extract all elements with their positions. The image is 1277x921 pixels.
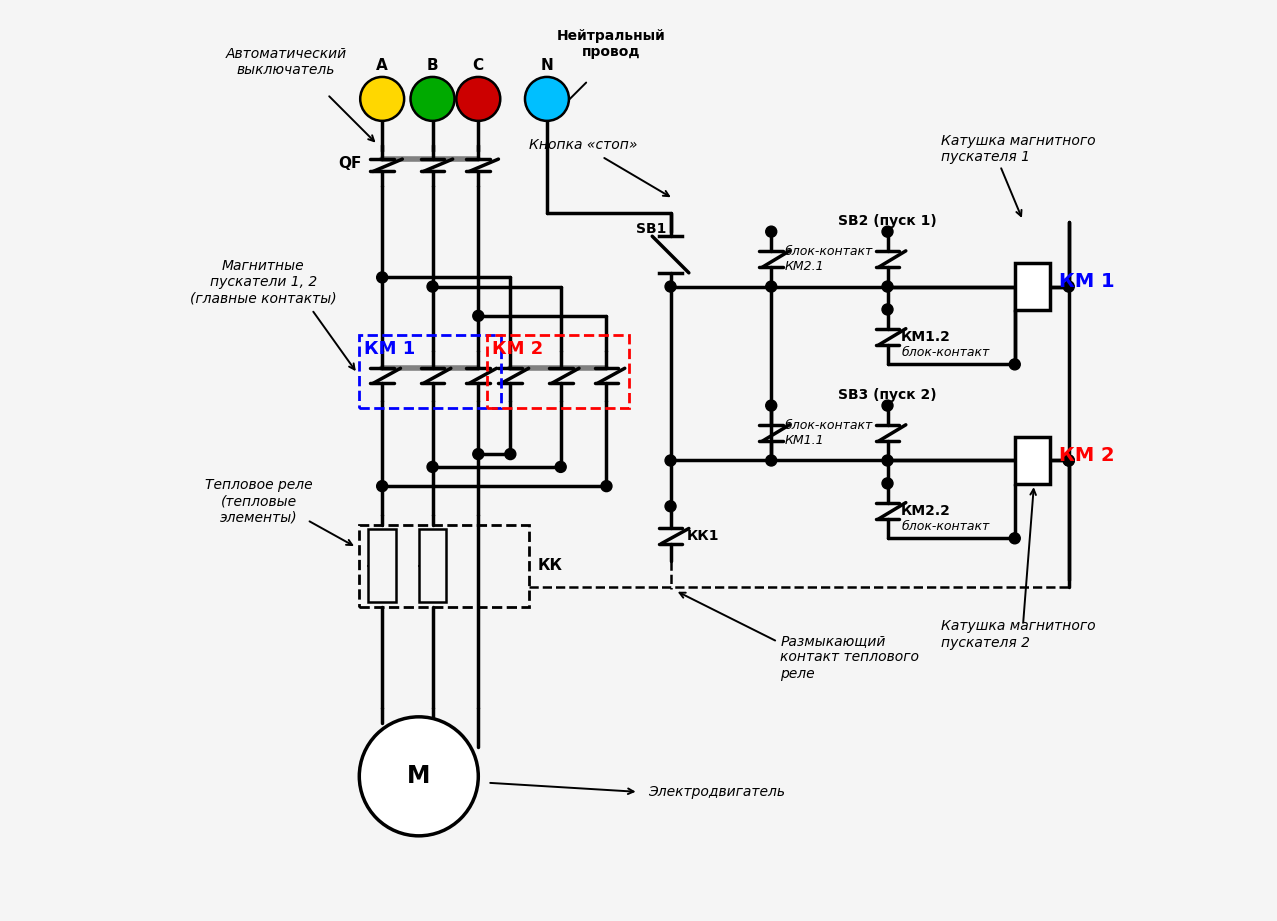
Circle shape [360, 77, 404, 121]
Text: КМ 1: КМ 1 [1059, 273, 1115, 291]
Circle shape [504, 449, 516, 460]
Text: A: A [377, 58, 388, 74]
Text: Магнитные
пускатели 1, 2
(главные контакты): Магнитные пускатели 1, 2 (главные контак… [190, 259, 336, 305]
Circle shape [882, 455, 893, 466]
Bar [1015, 262, 1050, 310]
Circle shape [377, 481, 388, 492]
Text: КК: КК [538, 558, 563, 573]
Text: QF: QF [338, 157, 363, 171]
Text: B: B [427, 58, 438, 74]
Circle shape [1009, 533, 1020, 543]
Circle shape [766, 227, 776, 237]
Circle shape [766, 400, 776, 411]
Text: блок-контакт: блок-контакт [902, 346, 990, 359]
Circle shape [601, 481, 612, 492]
Circle shape [427, 281, 438, 292]
Circle shape [665, 455, 676, 466]
Circle shape [766, 281, 776, 292]
Text: SB2 (пуск 1): SB2 (пуск 1) [838, 214, 937, 227]
Circle shape [882, 281, 893, 292]
Text: Катушка магнитного
пускателя 1: Катушка магнитного пускателя 1 [941, 134, 1096, 164]
Circle shape [555, 461, 566, 472]
Bar [1015, 437, 1050, 484]
Bar [369, 530, 396, 602]
Text: КМ 2: КМ 2 [492, 340, 543, 357]
Text: Тепловое реле
(тепловые
элементы): Тепловое реле (тепловые элементы) [204, 479, 313, 525]
Text: блок-контакт
КМ2.1: блок-контакт КМ2.1 [785, 245, 873, 274]
Text: Катушка магнитного
пускателя 2: Катушка магнитного пускателя 2 [941, 619, 1096, 649]
Circle shape [1009, 359, 1020, 370]
Text: М: М [407, 764, 430, 788]
Text: КМ 2: КМ 2 [1059, 447, 1115, 465]
Circle shape [427, 461, 438, 472]
Circle shape [665, 501, 676, 512]
Text: Электродвигатель: Электродвигатель [647, 785, 784, 799]
Circle shape [359, 717, 479, 836]
Text: КМ 1: КМ 1 [364, 340, 415, 357]
Circle shape [525, 77, 570, 121]
Text: SB1: SB1 [636, 222, 667, 236]
Text: SB3 (пуск 2): SB3 (пуск 2) [838, 388, 937, 402]
Circle shape [377, 272, 388, 283]
Circle shape [665, 281, 676, 292]
Circle shape [472, 310, 484, 321]
Circle shape [410, 77, 455, 121]
Text: КМ1.2: КМ1.2 [902, 330, 951, 344]
Circle shape [1064, 455, 1074, 466]
Text: Нейтральный
провод: Нейтральный провод [557, 29, 665, 59]
Text: Кнопка «стоп»: Кнопка «стоп» [530, 137, 637, 152]
Circle shape [1064, 281, 1074, 292]
Text: КК1: КК1 [687, 530, 719, 543]
Circle shape [882, 400, 893, 411]
Text: C: C [472, 58, 484, 74]
Circle shape [882, 478, 893, 489]
Text: Размыкающий
контакт теплового
реле: Размыкающий контакт теплового реле [780, 635, 919, 681]
Circle shape [882, 227, 893, 237]
Circle shape [472, 449, 484, 460]
Text: N: N [540, 58, 553, 74]
Circle shape [456, 77, 501, 121]
Text: КМ2.2: КМ2.2 [902, 504, 951, 518]
Circle shape [1064, 455, 1074, 466]
Text: блок-контакт
КМ1.1: блок-контакт КМ1.1 [785, 419, 873, 447]
Text: блок-контакт: блок-контакт [902, 520, 990, 533]
Bar [419, 530, 446, 602]
Text: Автоматический
выключатель: Автоматический выключатель [226, 47, 346, 77]
Circle shape [882, 304, 893, 315]
Circle shape [766, 455, 776, 466]
